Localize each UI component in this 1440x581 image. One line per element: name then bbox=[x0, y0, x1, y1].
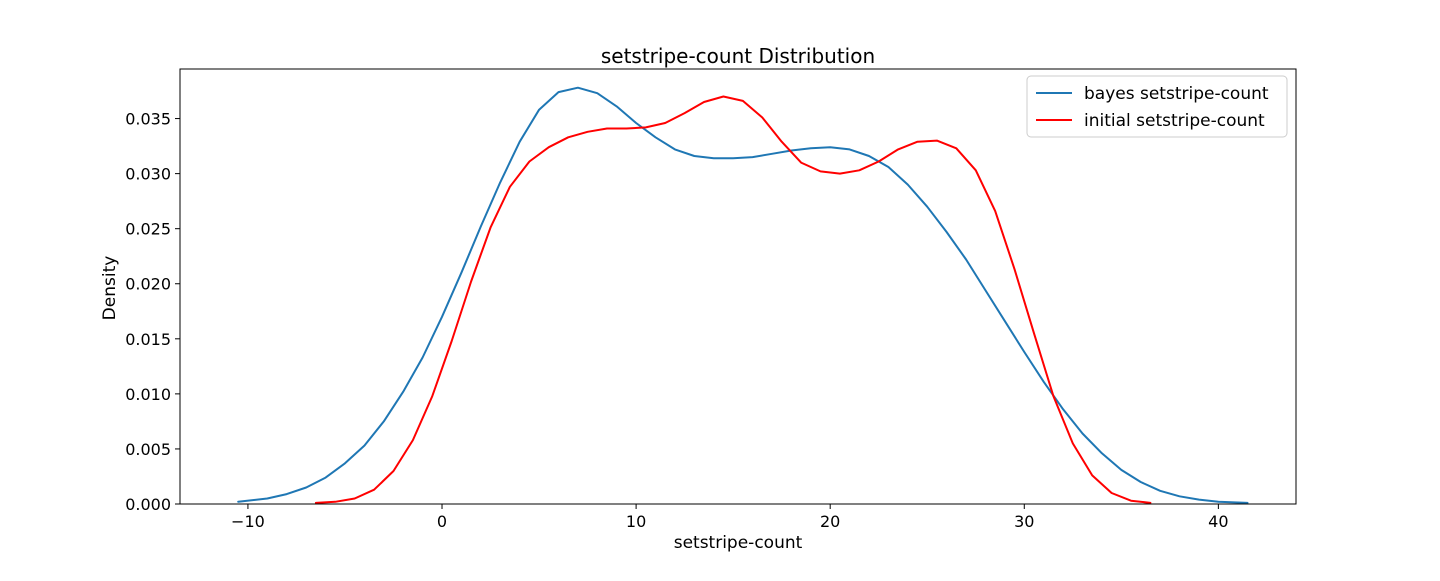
y-tick-label: 0.000 bbox=[125, 495, 171, 514]
plot-area bbox=[179, 68, 1297, 505]
plot-frame bbox=[179, 68, 1297, 505]
x-tick-label: 10 bbox=[626, 512, 646, 531]
y-axis: 0.000 0.005 0.010 0.015 0.020 0.025 0.030 0.035 bbox=[125, 110, 180, 514]
legend-label-1: initial setstripe-count bbox=[1084, 111, 1265, 131]
legend-label-0: bayes setstripe-count bbox=[1084, 84, 1269, 104]
y-tick-label: 0.010 bbox=[125, 385, 171, 404]
series-line-1 bbox=[314, 95, 1152, 504]
y-tick-label: 0.005 bbox=[125, 440, 171, 459]
series-line-0 bbox=[237, 86, 1249, 504]
y-tick-label: 0.030 bbox=[125, 165, 171, 184]
x-tick-label: −10 bbox=[231, 512, 265, 531]
legend: bayes setstripe-count initial setstripe-c… bbox=[1026, 75, 1288, 138]
x-tick-label: 30 bbox=[1014, 512, 1034, 531]
y-tick-label: 0.025 bbox=[125, 220, 171, 239]
x-tick-label: 40 bbox=[1208, 512, 1228, 531]
y-tick-label: 0.035 bbox=[125, 110, 171, 129]
x-tick-label: 20 bbox=[820, 512, 840, 531]
legend-box bbox=[1026, 75, 1288, 138]
x-axis: −10 0 10 20 30 40 bbox=[231, 504, 1229, 531]
x-tick-label: 0 bbox=[437, 512, 447, 531]
x-axis-label: setstripe-count bbox=[674, 533, 803, 553]
y-tick-label: 0.020 bbox=[125, 275, 171, 294]
y-tick-label: 0.015 bbox=[125, 330, 171, 349]
y-axis-label: Density bbox=[100, 256, 120, 321]
chart-title: setstripe-count Distribution bbox=[601, 44, 875, 68]
